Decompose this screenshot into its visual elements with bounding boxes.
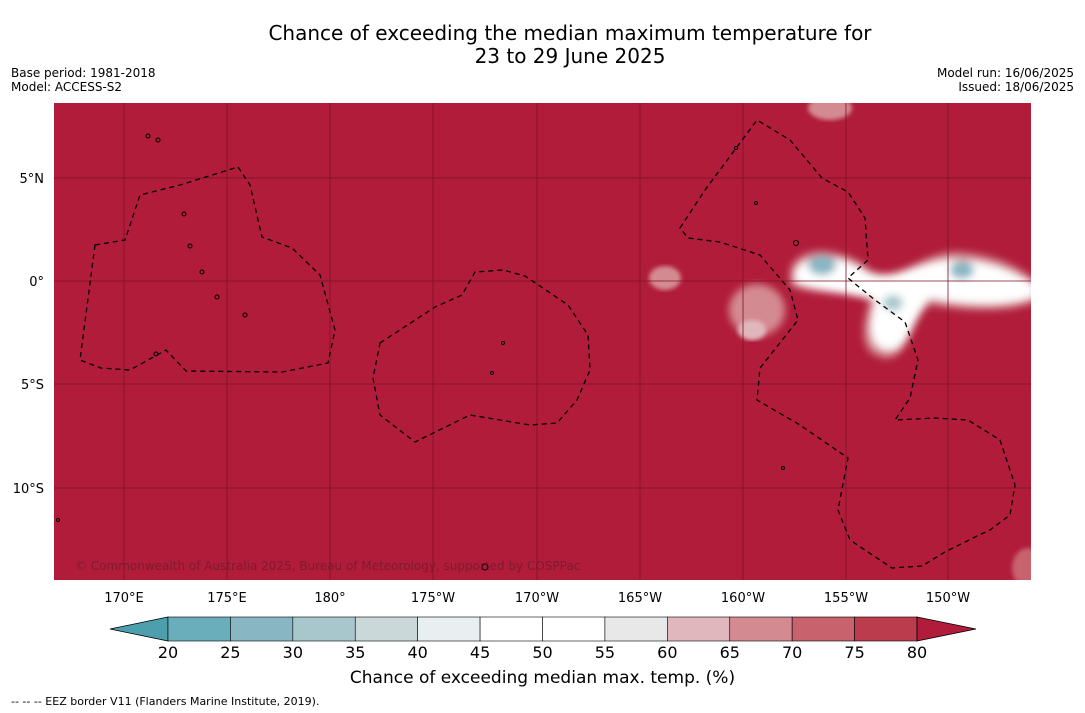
colorbar-under-arrow	[109, 616, 169, 642]
lon-label: 170°W	[515, 591, 559, 606]
colorbar-tick-label: 25	[220, 643, 240, 662]
island	[781, 466, 785, 470]
colorbar-segment	[417, 616, 481, 642]
colorbar-title: Chance of exceeding median max. temp. (%…	[349, 668, 736, 688]
eez-borders	[79, 119, 1016, 569]
model-name: Model: ACCESS-S2	[11, 80, 123, 94]
island	[145, 133, 151, 139]
island	[155, 137, 161, 143]
colorbar-segment	[354, 616, 418, 642]
colorbar-tick-label: 75	[844, 643, 864, 662]
map-title: Chance of exceeding the median maximum t…	[0, 22, 1085, 68]
issued-date: Issued: 18/06/2025	[958, 80, 1074, 94]
colorbar: 20 25 30 35 40 45 50 55 60 65 70 75 80	[109, 616, 977, 662]
colorbar-tick-label: 80	[907, 643, 927, 662]
island	[481, 563, 489, 571]
lat-label: 0°	[29, 275, 44, 290]
lat-label: 10°S	[13, 482, 44, 497]
copyright-notice: © Commonwealth of Australia 2025, Bureau…	[75, 559, 581, 573]
colorbar-tick-label: 20	[158, 643, 178, 662]
colorbar-segment	[230, 616, 294, 642]
title-line-1: Chance of exceeding the median maximum t…	[268, 21, 872, 45]
island	[181, 211, 187, 217]
colorbar-segment	[604, 616, 668, 642]
lon-label: 150°W	[926, 591, 970, 606]
meta-right: Model run: 16/06/2025 Issued: 18/06/2025	[937, 66, 1074, 94]
island	[214, 294, 220, 300]
colorbar-segment	[791, 616, 855, 642]
eez-kiribati-phoenix	[372, 269, 591, 443]
island	[793, 240, 799, 246]
colorbar-tick-label: 40	[407, 643, 427, 662]
island	[754, 201, 758, 205]
patch-top	[808, 103, 852, 120]
island	[199, 269, 205, 275]
grid-lines	[54, 103, 1031, 580]
lon-label: 170°E	[104, 591, 144, 606]
island	[242, 312, 248, 318]
patch-west	[649, 266, 681, 290]
colorbar-segment	[479, 616, 543, 642]
lon-label: 175°E	[207, 591, 247, 606]
base-period: Base period: 1981-2018	[11, 66, 156, 80]
colorbar-over-arrow	[916, 616, 977, 642]
colorbar-tick-label: 30	[283, 643, 303, 662]
colorbar-tick-label: 50	[532, 643, 552, 662]
colorbar-segment	[729, 616, 793, 642]
island	[56, 518, 60, 522]
colorbar-tick-label: 35	[345, 643, 365, 662]
colorbar-segment	[542, 616, 606, 642]
colorbar-tick-label: 55	[595, 643, 615, 662]
island	[153, 351, 159, 357]
island	[187, 243, 193, 249]
islands	[56, 133, 799, 571]
island	[490, 371, 494, 375]
island	[734, 146, 738, 150]
eez-kiribati-gilbert	[79, 166, 336, 373]
patch-southeast	[1012, 548, 1031, 580]
colorbar-tick-label: 60	[657, 643, 677, 662]
lon-label: 155°W	[824, 591, 868, 606]
model-run: Model run: 16/06/2025	[936, 66, 1074, 80]
colorbar-segment	[292, 616, 356, 642]
island	[501, 341, 505, 345]
lon-label: 180°	[314, 591, 345, 606]
lat-label: 5°S	[21, 378, 44, 393]
lon-label: 160°W	[721, 591, 765, 606]
lon-label: 175°W	[411, 591, 455, 606]
lat-labels: 5°N 0° 5°S 10°S	[13, 172, 44, 497]
colorbar-segment	[667, 616, 731, 642]
colorbar-segment	[854, 616, 918, 642]
title-line-2: 23 to 29 June 2025	[474, 44, 666, 68]
colorbar-segment	[167, 616, 231, 642]
colorbar-tick-label: 45	[470, 643, 490, 662]
colorbar-tick-label: 70	[782, 643, 802, 662]
eez-kiribati-line	[679, 119, 1016, 569]
lon-labels: 170°E 175°E 180° 175°W 170°W 165°W 160°W…	[104, 591, 970, 606]
patch-pink-2	[738, 320, 766, 340]
colorbar-tick-label: 65	[720, 643, 740, 662]
footer-legend: -- -- -- EEZ border V11 (Flanders Marine…	[11, 695, 320, 708]
lat-label: 5°N	[20, 172, 45, 187]
lon-label: 165°W	[618, 591, 662, 606]
meta-left: Base period: 1981-2018 Model: ACCESS-S2	[11, 66, 156, 94]
